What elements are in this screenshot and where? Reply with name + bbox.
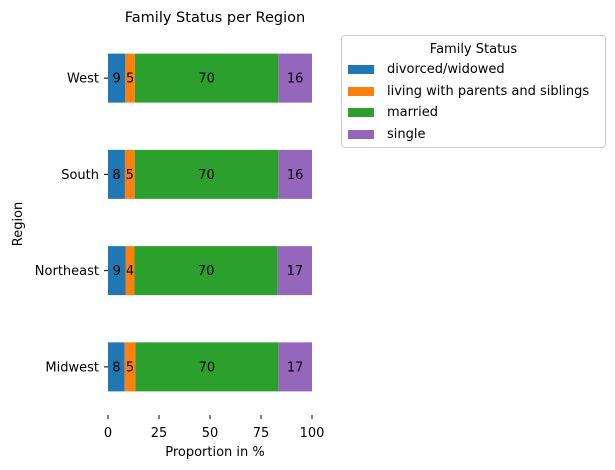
y-tick-label: Midwest: [45, 360, 99, 375]
legend-label: single: [387, 126, 426, 142]
bar-value-label: 5: [126, 168, 134, 183]
bar-segment: [108, 53, 126, 103]
legend-title: Family Status: [429, 42, 518, 57]
bar-value-label: 16: [287, 168, 304, 183]
legend-swatch: [348, 86, 374, 96]
legend-swatch: [348, 108, 374, 118]
legend: Family Status divorced/widowed living wit…: [341, 35, 606, 148]
x-tick-label: 100: [300, 426, 325, 441]
axes-layer: West South Northeast Midwest 0 25 50 75 100: [35, 72, 325, 441]
bar-segment: [278, 53, 312, 103]
bar-value-label: 70: [198, 168, 215, 183]
x-axis-label: Proportion in %: [165, 445, 265, 460]
bar-value-label: 70: [199, 360, 216, 375]
y-tick-label: West: [67, 72, 99, 87]
bar-segment: [278, 342, 312, 392]
bar-segment: [108, 246, 126, 296]
legend-label: divorced/widowed: [387, 62, 505, 78]
bar-segment: [277, 246, 312, 296]
bar-value-label: 16: [287, 72, 304, 87]
bar-value-label: 70: [198, 72, 215, 87]
x-tick-label: 0: [104, 426, 112, 441]
y-axis-label: Region: [11, 202, 26, 247]
bar-segment: [124, 149, 135, 199]
chart-title: Family Status per Region: [125, 10, 305, 26]
bar-value-label: 9: [113, 72, 121, 87]
bars-layer: 9 5 70 168 5 70 169 4 70 178 5 70 17: [108, 53, 312, 392]
bar-segment: [134, 53, 279, 103]
bar-value-label: 17: [287, 360, 304, 375]
bar-segment: [108, 342, 125, 392]
bar-value-label: 17: [287, 264, 304, 279]
legend-items: divorced/widowed living with parents and …: [342, 59, 605, 145]
x-tick-label: 50: [202, 426, 219, 441]
y-tick-label: Northeast: [35, 264, 99, 279]
legend-swatch: [348, 65, 374, 75]
x-tick-label: 75: [253, 426, 270, 441]
bar-value-label: 5: [126, 360, 134, 375]
bar-segment: [134, 246, 278, 296]
bar-value-label: 9: [113, 264, 121, 279]
bar-value-label: 4: [126, 264, 134, 279]
bar-segment: [108, 149, 125, 199]
bar-segment: [124, 342, 136, 392]
bar-segment: [125, 53, 135, 103]
bar-value-label: 8: [112, 168, 120, 183]
bar-segment: [135, 342, 279, 392]
bar-value-label: 5: [126, 72, 134, 87]
bar-segment: [125, 246, 135, 296]
bar-segment: [134, 149, 279, 199]
bar-value-label: 70: [198, 264, 215, 279]
legend-label: living with parents and siblings: [387, 83, 590, 99]
x-tick-label: 25: [151, 426, 168, 441]
bar-value-label: 8: [112, 360, 120, 375]
legend-item: living with parents and siblings: [342, 81, 605, 103]
y-tick-label: South: [61, 168, 99, 183]
legend-item: divorced/widowed: [342, 59, 605, 81]
bar-segment: [278, 149, 312, 199]
legend-label: married: [387, 105, 438, 121]
legend-item: married: [342, 102, 605, 124]
legend-swatch: [348, 129, 374, 139]
legend-item: single: [342, 124, 605, 146]
